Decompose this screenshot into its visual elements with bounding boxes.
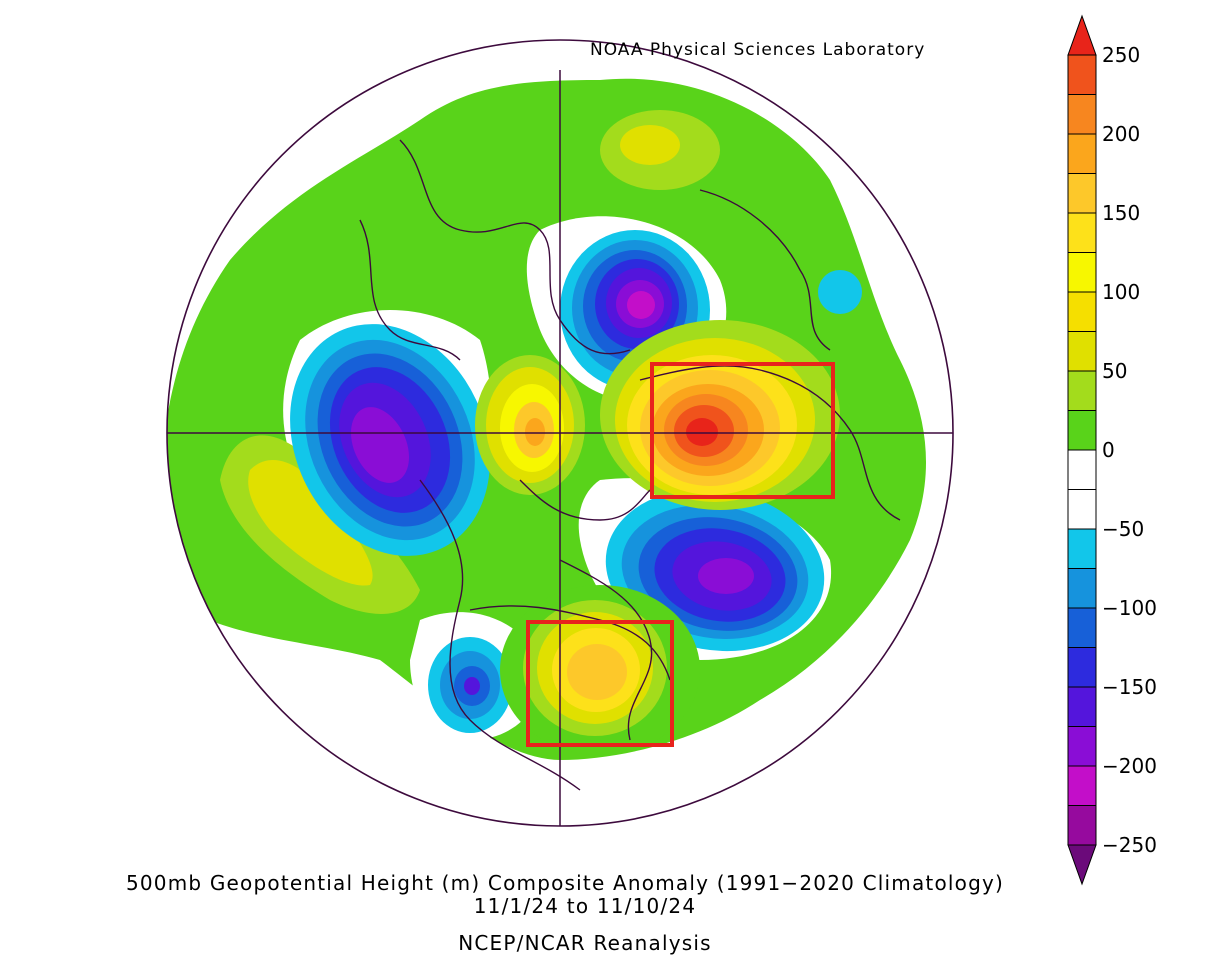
colorbar-tick-label: −100	[1102, 596, 1157, 620]
colorbar-cell	[1067, 765, 1097, 806]
colorbar-cell	[1067, 370, 1097, 411]
europe-highlight-box	[650, 362, 835, 499]
colorbar-cell	[1067, 252, 1097, 293]
colorbar-tick-label: 0	[1102, 438, 1115, 462]
colorbar-cell	[1067, 528, 1097, 569]
colorbar-cell	[1067, 331, 1097, 372]
alaska-trough	[290, 324, 490, 556]
coastlines	[359, 139, 901, 791]
colorbar-cell	[1067, 449, 1097, 490]
colorbar-cell	[1067, 173, 1097, 214]
colorbar-tick-label: 150	[1102, 201, 1141, 225]
colorbar-cell	[1067, 291, 1097, 332]
colorbar-cell	[1067, 726, 1097, 767]
anomaly-field	[167, 40, 953, 826]
colorbar-tick-label: 50	[1102, 359, 1128, 383]
colorbar-cell	[1067, 212, 1097, 253]
colorbar-max-arrow	[1067, 14, 1097, 56]
colorbar-min-arrow	[1067, 844, 1097, 886]
dataset-label: NCEP/NCAR Reanalysis	[458, 931, 712, 955]
colorbar-cell	[1067, 94, 1097, 135]
colorbar-cell	[1067, 647, 1097, 688]
siberian-trough	[560, 230, 710, 390]
colorbar-tick-label: −200	[1102, 754, 1157, 778]
colorbar-tick-label: 100	[1102, 280, 1141, 304]
colorbar-cell	[1067, 54, 1097, 95]
map-title: 500mb Geopotential Height (m) Composite …	[125, 871, 1005, 895]
east-us-ridge	[500, 585, 700, 755]
colorbar-cell	[1067, 568, 1097, 609]
eastern-us-highlight-box	[526, 620, 674, 747]
colorbar-tick-label: −250	[1102, 833, 1157, 857]
colorbar-tick-label: 250	[1102, 43, 1141, 67]
arctic-ridge	[475, 355, 585, 495]
colorbar	[1067, 14, 1097, 886]
colorbar-cell	[1067, 607, 1097, 648]
colorbar-cell	[1067, 410, 1097, 451]
colorbar-tick-label: −50	[1102, 517, 1145, 541]
colorbar-tick-label: 200	[1102, 122, 1141, 146]
credit-label: NOAA Physical Sciences Laboratory	[590, 40, 926, 60]
pacific-low	[428, 637, 512, 733]
date-range: 11/1/24 to 11/10/24	[473, 894, 697, 918]
colorbar-tick-label: −150	[1102, 675, 1157, 699]
europe-ridge	[600, 320, 840, 510]
graticule	[167, 70, 953, 826]
colorbar-cell	[1067, 133, 1097, 174]
map-boundary	[166, 39, 954, 827]
colorbar-cell	[1067, 805, 1097, 846]
colorbar-cell	[1067, 686, 1097, 727]
colorbar-cell	[1067, 489, 1097, 530]
